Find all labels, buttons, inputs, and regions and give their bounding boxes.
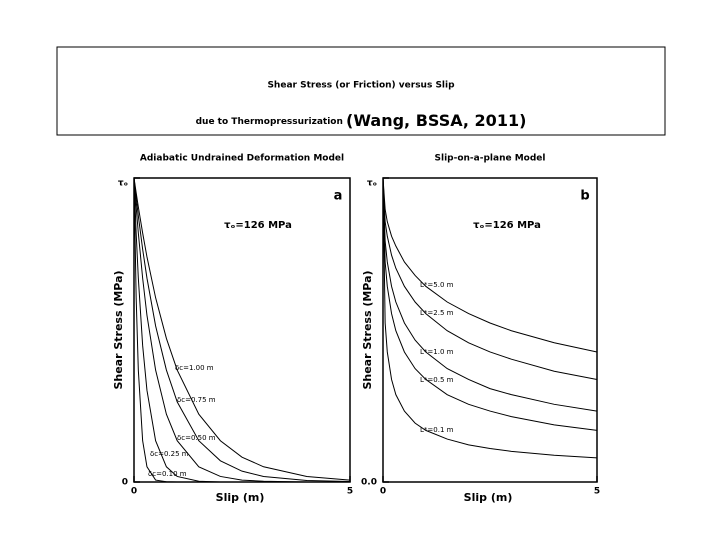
- curve-label: L*=0.5 m: [420, 376, 454, 384]
- plot-frame: [382, 177, 598, 483]
- x-tick-label: 0: [131, 487, 137, 497]
- curve-label: δc=0.75 m: [177, 396, 216, 404]
- panel-label: a: [334, 189, 343, 204]
- y-tick-label: 0: [122, 478, 128, 488]
- x-tick-label: 0: [380, 487, 386, 497]
- chart-title: Adiabatic Undrained Deformation Model: [140, 154, 344, 164]
- curve: [133, 177, 351, 481]
- curve-label: L*=1.0 m: [420, 348, 454, 356]
- curve: [382, 177, 598, 431]
- curve-label: δc=1.00 m: [175, 364, 214, 372]
- title-line: due to Thermopressurization (Wang, BSSA,…: [196, 111, 527, 130]
- curve-label: δc=0.50 m: [177, 434, 216, 442]
- y-axis-label: Shear Stress (MPa): [361, 270, 374, 389]
- title-line: Shear Stress (or Friction) versus Slip: [267, 81, 455, 91]
- curve: [382, 177, 598, 353]
- curve-label: L*=5.0 m: [420, 281, 454, 289]
- y-tick-label: τₒ: [118, 179, 128, 189]
- x-axis-label: Slip (m): [216, 491, 265, 504]
- curve: [133, 177, 351, 483]
- x-tick-label: 5: [347, 487, 353, 497]
- y-tick-label: 0.0: [361, 478, 377, 488]
- curve: [133, 177, 350, 483]
- annotation: τₒ=126 MPa: [473, 220, 541, 231]
- curve: [133, 177, 350, 483]
- y-tick-label: τₒ: [367, 179, 377, 189]
- curve: [382, 177, 598, 412]
- title-text: due to Thermopressurization: [196, 117, 343, 127]
- curve: [382, 177, 598, 459]
- citation: (Wang, BSSA, 2011): [346, 111, 526, 130]
- x-tick-label: 5: [594, 487, 600, 497]
- chart-title: Slip-on-a-plane Model: [435, 154, 546, 164]
- panel-label: b: [580, 189, 589, 204]
- curve-label: δc=0.10 m: [148, 470, 187, 478]
- x-axis-label: Slip (m): [464, 491, 513, 504]
- title-box: [56, 46, 666, 136]
- annotation: τₒ=126 MPa: [224, 220, 292, 231]
- y-axis-label: Shear Stress (MPa): [112, 270, 125, 389]
- curve-label: L*=0.1 m: [420, 426, 454, 434]
- curve-label: L*=2.5 m: [420, 309, 454, 317]
- curve: [382, 177, 598, 380]
- curve-label: δc=0.25 m: [150, 450, 189, 458]
